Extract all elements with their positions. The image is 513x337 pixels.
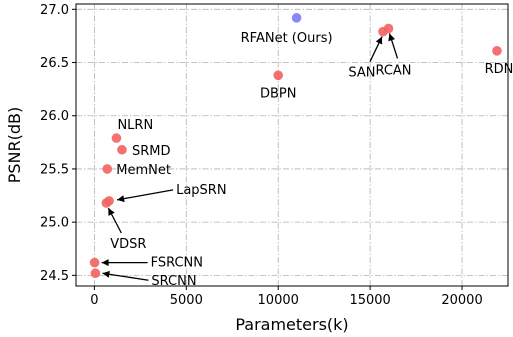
point-san <box>378 26 388 37</box>
point-srmd <box>117 144 127 155</box>
arrowhead-vdsr <box>108 207 115 216</box>
label-rfanet-ours: RFANet (Ours) <box>241 31 333 46</box>
arrow-srcnn <box>102 272 149 281</box>
arrowhead-san <box>375 36 383 45</box>
label-vdsr: VDSR <box>110 237 146 252</box>
label-fsrcnn: FSRCNN <box>151 256 203 271</box>
annotation-arrows <box>101 33 399 281</box>
arrow-lapsrn <box>116 189 174 201</box>
x-axis-label: Parameters(k) <box>235 315 348 334</box>
arrowhead-lapsrn <box>117 195 125 203</box>
y-tick-label: 27.0 <box>40 3 69 18</box>
y-tick-label: 25.0 <box>40 216 69 231</box>
point-rfanet-ours <box>291 13 302 23</box>
label-san: SAN <box>348 66 375 81</box>
label-rdn: RDN <box>485 62 513 77</box>
label-rcan: RCAN <box>375 63 411 78</box>
label-lapsrn: LapSRN <box>176 183 226 198</box>
point-rdn <box>492 46 502 56</box>
x-tick-label: 20000 <box>441 293 482 308</box>
x-tick-label: 0 <box>90 293 98 308</box>
point-nlrn <box>111 133 122 143</box>
point-fsrcnn <box>89 257 100 268</box>
data-points <box>89 13 502 279</box>
arrowhead-srcnn <box>102 270 110 278</box>
x-tick-label: 5000 <box>170 293 203 308</box>
point-memnet <box>102 164 113 174</box>
label-srcnn: SRCNN <box>151 274 196 289</box>
point-vdsr <box>101 198 112 208</box>
plot-frame <box>75 3 509 287</box>
y-tick-label: 26.0 <box>40 109 69 124</box>
label-memnet: MemNet <box>116 163 171 178</box>
y-tick-label: 26.5 <box>40 56 69 71</box>
point-srcnn <box>90 268 101 279</box>
x-tick-label: 10000 <box>258 293 299 308</box>
arrowhead-rcan <box>388 33 395 42</box>
x-tick-label: 15000 <box>349 293 390 308</box>
label-dbpn: DBPN <box>260 86 297 101</box>
point-dbpn <box>273 70 284 81</box>
axis-ticks: 0 5000 10000 15000 20000 24.5 25.0 25.5 26.0 26.5… <box>40 3 483 308</box>
arrowhead-fsrcnn <box>101 259 109 267</box>
grid-lines <box>76 4 508 286</box>
label-nlrn: NLRN <box>117 118 153 133</box>
y-axis-label: PSNR(dB) <box>5 107 24 184</box>
y-tick-label: 25.5 <box>40 162 69 177</box>
y-tick-label: 24.5 <box>40 269 69 284</box>
label-srmd: SRMD <box>132 144 171 159</box>
